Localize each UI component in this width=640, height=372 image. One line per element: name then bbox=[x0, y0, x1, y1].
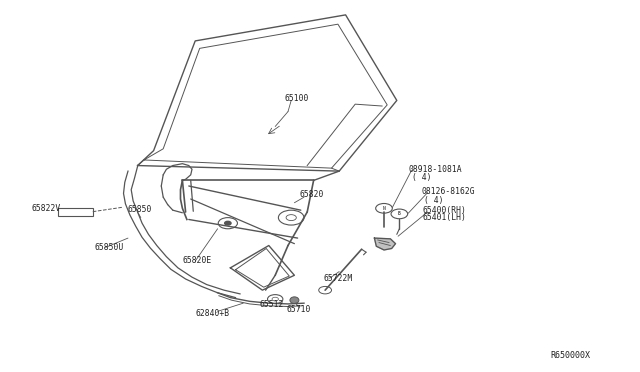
Text: 65400(RH): 65400(RH) bbox=[422, 206, 467, 215]
FancyBboxPatch shape bbox=[58, 208, 93, 216]
Circle shape bbox=[218, 218, 237, 229]
Text: 65722M: 65722M bbox=[323, 274, 353, 283]
Text: ( 4): ( 4) bbox=[424, 196, 443, 205]
Circle shape bbox=[225, 221, 231, 225]
Text: 65710: 65710 bbox=[286, 305, 310, 314]
Circle shape bbox=[286, 215, 296, 221]
Text: 65822V: 65822V bbox=[32, 204, 61, 213]
Polygon shape bbox=[374, 238, 396, 250]
Text: 65850: 65850 bbox=[128, 205, 152, 214]
Ellipse shape bbox=[290, 297, 299, 304]
Circle shape bbox=[278, 210, 304, 225]
Circle shape bbox=[268, 295, 283, 304]
Text: ( 4): ( 4) bbox=[412, 173, 431, 182]
Text: N: N bbox=[383, 206, 385, 211]
Circle shape bbox=[391, 209, 408, 219]
Text: 62840+B: 62840+B bbox=[195, 309, 229, 318]
Text: R650000X: R650000X bbox=[550, 351, 590, 360]
Text: 65850U: 65850U bbox=[95, 243, 124, 251]
Circle shape bbox=[272, 297, 278, 301]
Text: 65100: 65100 bbox=[285, 94, 309, 103]
Text: 08918-1081A: 08918-1081A bbox=[408, 165, 462, 174]
Circle shape bbox=[376, 203, 392, 213]
Circle shape bbox=[319, 286, 332, 294]
Text: 65820: 65820 bbox=[300, 190, 324, 199]
Text: 08126-8162G: 08126-8162G bbox=[421, 187, 475, 196]
Text: 65401(LH): 65401(LH) bbox=[422, 213, 467, 222]
Text: 65512: 65512 bbox=[259, 300, 284, 309]
Text: 65820E: 65820E bbox=[182, 256, 212, 265]
Text: B: B bbox=[398, 211, 401, 217]
